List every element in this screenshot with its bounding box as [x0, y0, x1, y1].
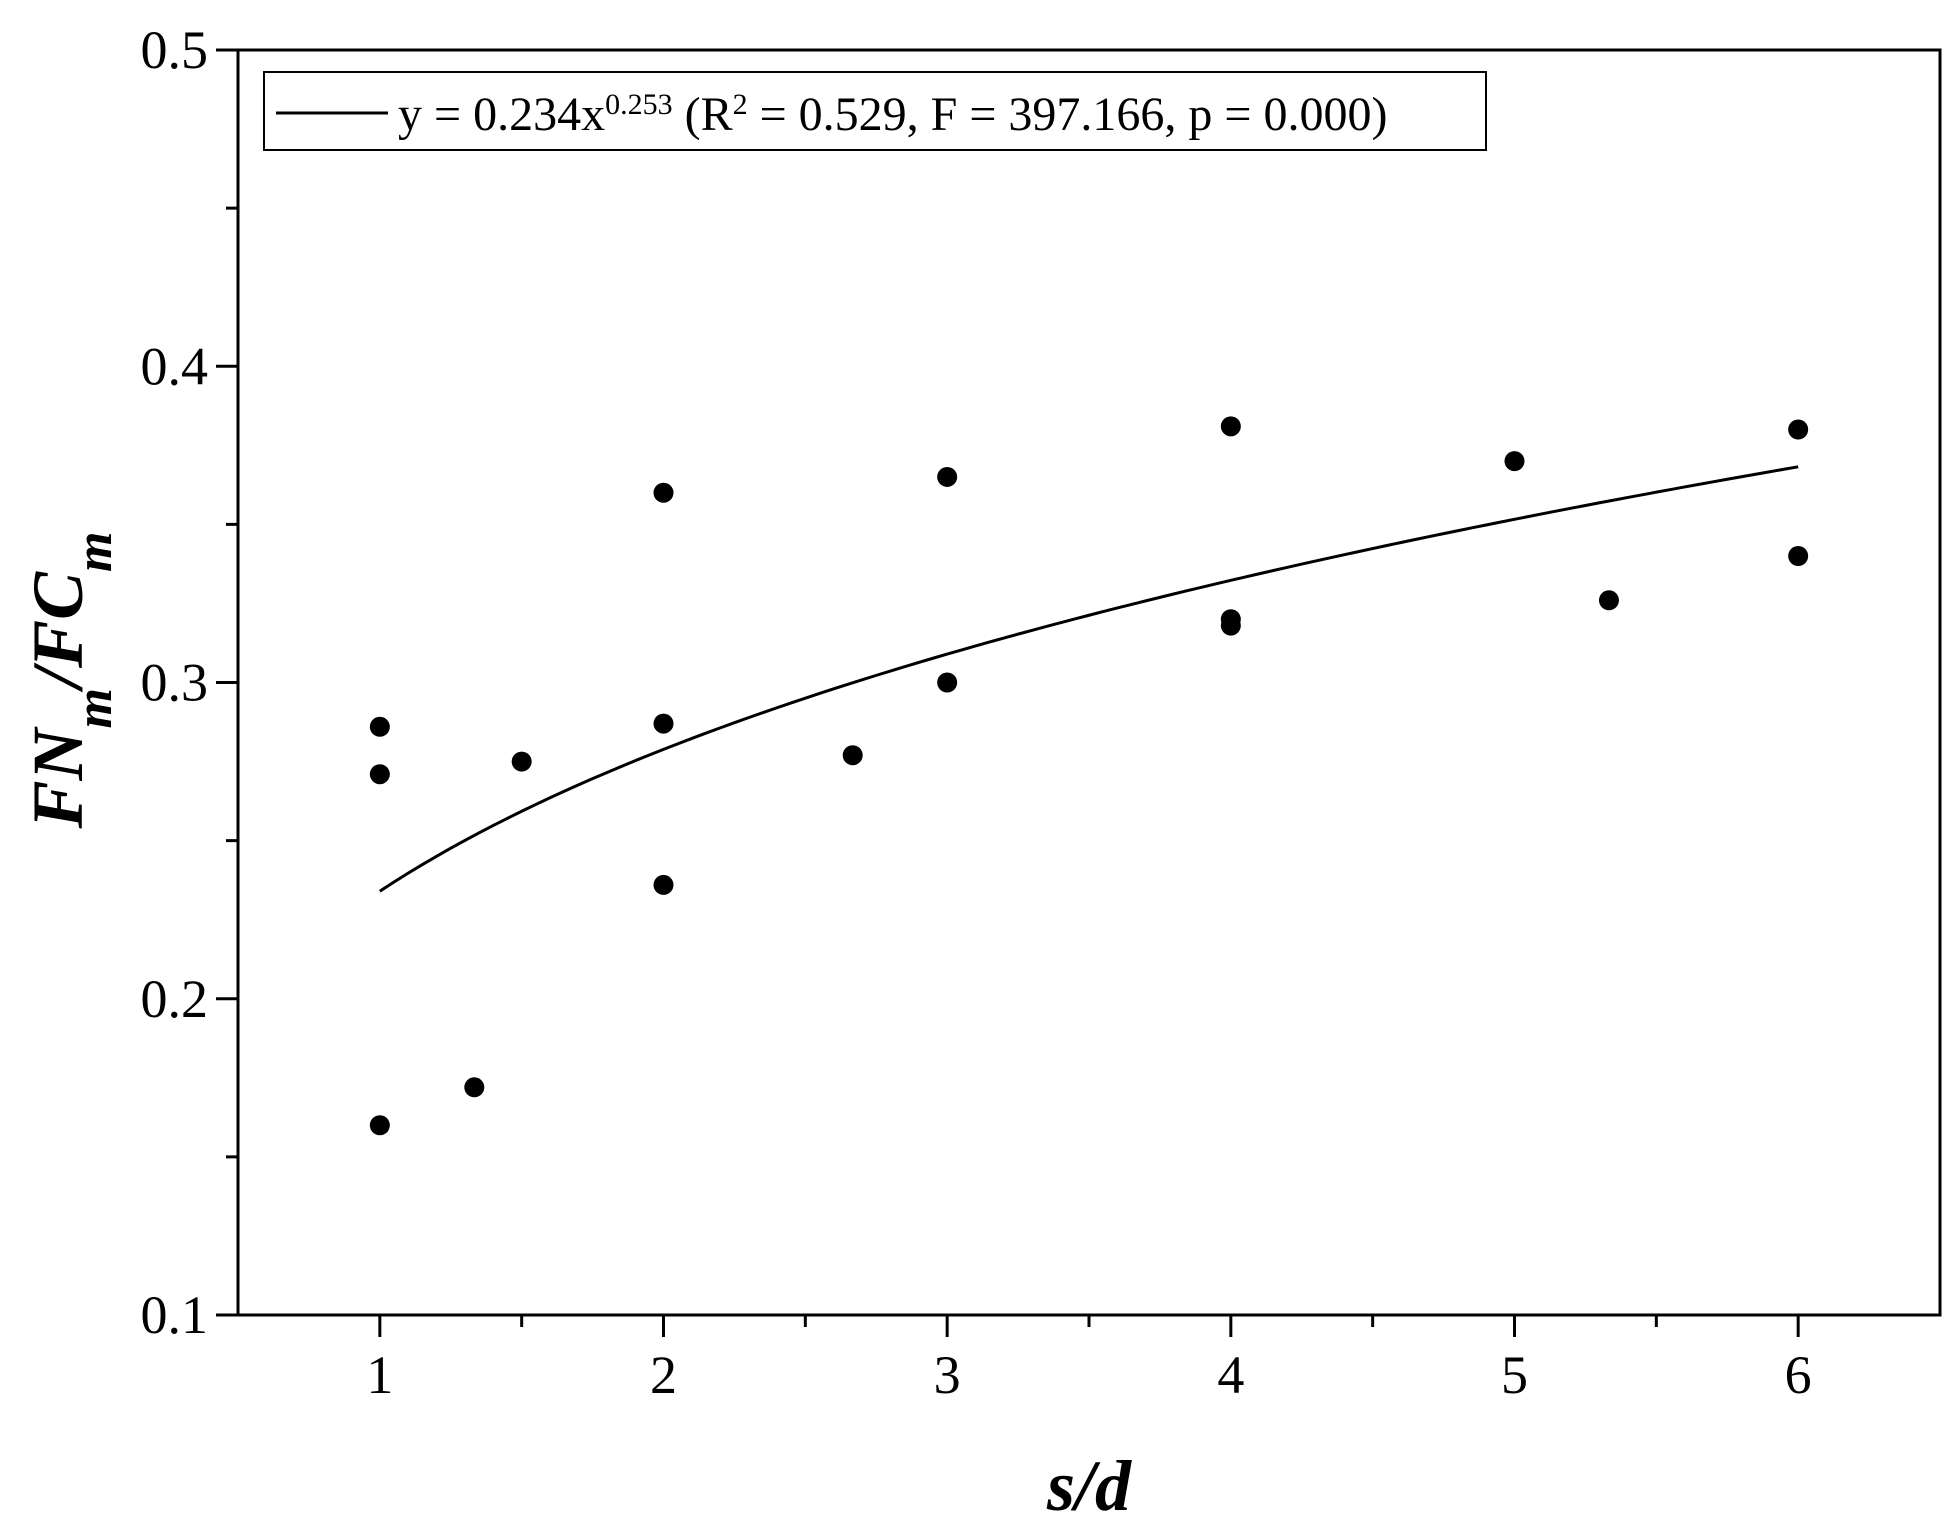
- data-point: [1788, 419, 1809, 440]
- data-point: [369, 764, 390, 785]
- data-point: [511, 751, 532, 772]
- x-axis-title: s/d: [1046, 1446, 1132, 1526]
- y-axis-title: FNm/FCm: [18, 532, 123, 830]
- x-tick-label: 1: [366, 1345, 393, 1405]
- x-tick-label: 2: [650, 1345, 677, 1405]
- data-point: [1220, 416, 1241, 437]
- plot-frame: [236, 48, 1942, 1317]
- x-tick-label: 3: [934, 1345, 961, 1405]
- y-tick-label: 0.4: [141, 336, 209, 396]
- y-tick-label: 0.5: [141, 20, 209, 80]
- data-point: [369, 716, 390, 737]
- data-point: [369, 1115, 390, 1136]
- data-points: [369, 416, 1809, 1136]
- data-point: [842, 745, 863, 766]
- data-point: [653, 482, 674, 503]
- data-point: [937, 466, 958, 487]
- y-axis: 0.1 0.2 0.3 0.4 0.5: [141, 20, 238, 1345]
- data-point: [1504, 451, 1525, 472]
- x-axis: 1 2 3 4 5 6: [366, 1315, 1812, 1405]
- data-point: [653, 874, 674, 895]
- x-tick-label: 4: [1217, 1345, 1244, 1405]
- data-point: [1788, 546, 1809, 566]
- data-point: [464, 1077, 485, 1098]
- legend-box: [263, 71, 1487, 151]
- data-point: [1220, 615, 1241, 636]
- data-point: [937, 672, 958, 693]
- x-tick-label: 5: [1501, 1345, 1528, 1405]
- fit-curve: [379, 465, 1799, 893]
- legend: y = 0.234x0.253 (R2 = 0.529, F = 397.166…: [263, 71, 1487, 151]
- data-point: [653, 713, 674, 734]
- y-tick-label: 0.2: [141, 969, 209, 1029]
- legend-label: y = 0.234x0.253 (R2 = 0.529, F = 397.166…: [398, 88, 1387, 142]
- x-tick-label: 6: [1785, 1345, 1812, 1405]
- data-point: [1598, 590, 1619, 611]
- y-tick-label: 0.1: [141, 1285, 209, 1345]
- y-tick-label: 0.3: [141, 653, 209, 713]
